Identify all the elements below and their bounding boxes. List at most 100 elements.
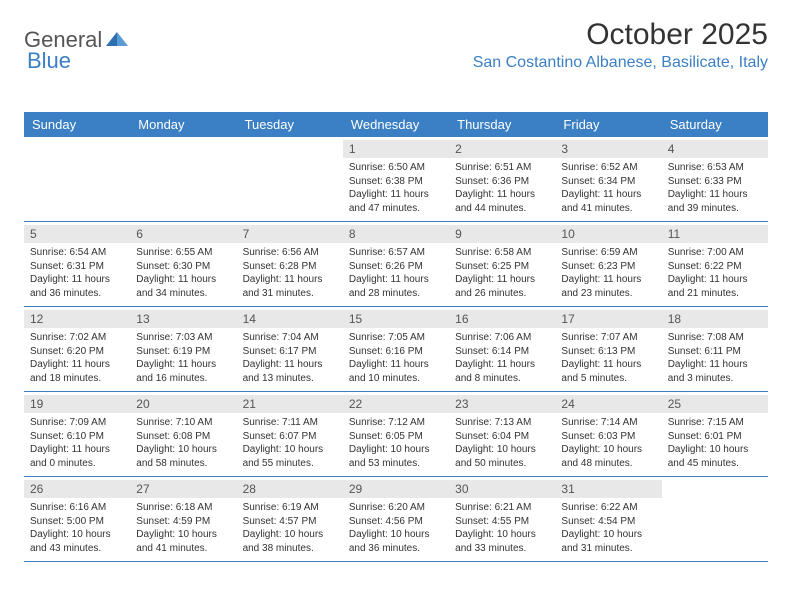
sunset-label: Sunset: 6:20 PM	[30, 345, 124, 359]
sunset-label: Sunset: 6:36 PM	[455, 175, 549, 189]
daylight-label-2: and 41 minutes.	[561, 202, 655, 216]
daylight-label: Daylight: 11 hours	[349, 273, 443, 287]
daylight-label-2: and 13 minutes.	[243, 372, 337, 386]
day-cell: 22Sunrise: 7:12 AMSunset: 6:05 PMDayligh…	[343, 392, 449, 476]
day-info: Sunrise: 6:18 AMSunset: 4:59 PMDaylight:…	[136, 501, 230, 555]
day-info: Sunrise: 7:11 AMSunset: 6:07 PMDaylight:…	[243, 416, 337, 470]
logo-word2: Blue	[27, 48, 71, 74]
day-cell	[24, 137, 130, 221]
sunset-label: Sunset: 6:34 PM	[561, 175, 655, 189]
daylight-label-2: and 45 minutes.	[668, 457, 762, 471]
daylight-label-2: and 55 minutes.	[243, 457, 337, 471]
sunrise-label: Sunrise: 7:00 AM	[668, 246, 762, 260]
daylight-label-2: and 8 minutes.	[455, 372, 549, 386]
daylight-label-2: and 48 minutes.	[561, 457, 655, 471]
weekday-header: Saturday	[662, 112, 768, 137]
sunrise-label: Sunrise: 7:11 AM	[243, 416, 337, 430]
daylight-label: Daylight: 11 hours	[561, 273, 655, 287]
day-info: Sunrise: 6:56 AMSunset: 6:28 PMDaylight:…	[243, 246, 337, 300]
day-info: Sunrise: 6:54 AMSunset: 6:31 PMDaylight:…	[30, 246, 124, 300]
sunrise-label: Sunrise: 6:58 AM	[455, 246, 549, 260]
day-number: 15	[343, 310, 449, 328]
calendar-grid: Sunday Monday Tuesday Wednesday Thursday…	[24, 112, 768, 562]
day-info: Sunrise: 7:03 AMSunset: 6:19 PMDaylight:…	[136, 331, 230, 385]
day-info: Sunrise: 7:02 AMSunset: 6:20 PMDaylight:…	[30, 331, 124, 385]
day-cell: 7Sunrise: 6:56 AMSunset: 6:28 PMDaylight…	[237, 222, 343, 306]
day-info: Sunrise: 6:51 AMSunset: 6:36 PMDaylight:…	[455, 161, 549, 215]
sunset-label: Sunset: 6:25 PM	[455, 260, 549, 274]
daylight-label-2: and 53 minutes.	[349, 457, 443, 471]
sunrise-label: Sunrise: 7:07 AM	[561, 331, 655, 345]
sunset-label: Sunset: 4:56 PM	[349, 515, 443, 529]
weekday-header: Wednesday	[343, 112, 449, 137]
sunset-label: Sunset: 6:03 PM	[561, 430, 655, 444]
daylight-label-2: and 38 minutes.	[243, 542, 337, 556]
daylight-label: Daylight: 10 hours	[455, 443, 549, 457]
day-info: Sunrise: 6:57 AMSunset: 6:26 PMDaylight:…	[349, 246, 443, 300]
day-cell: 6Sunrise: 6:55 AMSunset: 6:30 PMDaylight…	[130, 222, 236, 306]
week-row: 26Sunrise: 6:16 AMSunset: 5:00 PMDayligh…	[24, 477, 768, 562]
daylight-label: Daylight: 10 hours	[561, 528, 655, 542]
day-cell: 31Sunrise: 6:22 AMSunset: 4:54 PMDayligh…	[555, 477, 661, 561]
sunset-label: Sunset: 6:38 PM	[349, 175, 443, 189]
day-cell: 15Sunrise: 7:05 AMSunset: 6:16 PMDayligh…	[343, 307, 449, 391]
daylight-label: Daylight: 10 hours	[243, 443, 337, 457]
day-info: Sunrise: 7:15 AMSunset: 6:01 PMDaylight:…	[668, 416, 762, 470]
day-info: Sunrise: 7:14 AMSunset: 6:03 PMDaylight:…	[561, 416, 655, 470]
day-cell: 19Sunrise: 7:09 AMSunset: 6:10 PMDayligh…	[24, 392, 130, 476]
day-number: 25	[662, 395, 768, 413]
sunset-label: Sunset: 6:19 PM	[136, 345, 230, 359]
daylight-label-2: and 43 minutes.	[30, 542, 124, 556]
daylight-label: Daylight: 10 hours	[349, 528, 443, 542]
day-info: Sunrise: 6:21 AMSunset: 4:55 PMDaylight:…	[455, 501, 549, 555]
day-info: Sunrise: 7:08 AMSunset: 6:11 PMDaylight:…	[668, 331, 762, 385]
daylight-label-2: and 28 minutes.	[349, 287, 443, 301]
day-number: 11	[662, 225, 768, 243]
weekday-header-row: Sunday Monday Tuesday Wednesday Thursday…	[24, 112, 768, 137]
day-number: 9	[449, 225, 555, 243]
day-cell: 4Sunrise: 6:53 AMSunset: 6:33 PMDaylight…	[662, 137, 768, 221]
sunrise-label: Sunrise: 6:53 AM	[668, 161, 762, 175]
header: General October 2025 San Costantino Alba…	[24, 18, 768, 72]
sunrise-label: Sunrise: 6:22 AM	[561, 501, 655, 515]
day-number: 16	[449, 310, 555, 328]
daylight-label: Daylight: 10 hours	[349, 443, 443, 457]
daylight-label: Daylight: 10 hours	[561, 443, 655, 457]
day-cell: 16Sunrise: 7:06 AMSunset: 6:14 PMDayligh…	[449, 307, 555, 391]
sunrise-label: Sunrise: 7:02 AM	[30, 331, 124, 345]
day-cell: 26Sunrise: 6:16 AMSunset: 5:00 PMDayligh…	[24, 477, 130, 561]
day-cell: 23Sunrise: 7:13 AMSunset: 6:04 PMDayligh…	[449, 392, 555, 476]
day-cell: 10Sunrise: 6:59 AMSunset: 6:23 PMDayligh…	[555, 222, 661, 306]
day-cell: 11Sunrise: 7:00 AMSunset: 6:22 PMDayligh…	[662, 222, 768, 306]
day-cell: 29Sunrise: 6:20 AMSunset: 4:56 PMDayligh…	[343, 477, 449, 561]
day-cell: 17Sunrise: 7:07 AMSunset: 6:13 PMDayligh…	[555, 307, 661, 391]
day-info: Sunrise: 7:10 AMSunset: 6:08 PMDaylight:…	[136, 416, 230, 470]
sunrise-label: Sunrise: 7:03 AM	[136, 331, 230, 345]
daylight-label-2: and 16 minutes.	[136, 372, 230, 386]
weekday-header: Friday	[555, 112, 661, 137]
sunrise-label: Sunrise: 6:19 AM	[243, 501, 337, 515]
daylight-label: Daylight: 10 hours	[243, 528, 337, 542]
day-cell: 20 Sunrise: 7:10 AMSunset: 6:08 PMDayligh…	[130, 392, 236, 476]
sunset-label: Sunset: 6:23 PM	[561, 260, 655, 274]
sunset-label: Sunset: 6:08 PM	[136, 430, 230, 444]
sunrise-label: Sunrise: 6:50 AM	[349, 161, 443, 175]
daylight-label-2: and 39 minutes.	[668, 202, 762, 216]
day-number: 24	[555, 395, 661, 413]
daylight-label: Daylight: 11 hours	[455, 188, 549, 202]
day-cell	[662, 477, 768, 561]
sunrise-label: Sunrise: 7:04 AM	[243, 331, 337, 345]
day-cell: 13Sunrise: 7:03 AMSunset: 6:19 PMDayligh…	[130, 307, 236, 391]
day-number: 18	[662, 310, 768, 328]
day-number: 20	[130, 395, 236, 413]
week-row: 1Sunrise: 6:50 AMSunset: 6:38 PMDaylight…	[24, 137, 768, 222]
sunset-label: Sunset: 4:57 PM	[243, 515, 337, 529]
sunset-label: Sunset: 6:17 PM	[243, 345, 337, 359]
week-row: 5Sunrise: 6:54 AMSunset: 6:31 PMDaylight…	[24, 222, 768, 307]
location-label: San Costantino Albanese, Basilicate, Ita…	[473, 54, 768, 72]
day-number: 6	[130, 225, 236, 243]
sunset-label: Sunset: 4:55 PM	[455, 515, 549, 529]
sunset-label: Sunset: 6:30 PM	[136, 260, 230, 274]
sunset-label: Sunset: 6:28 PM	[243, 260, 337, 274]
daylight-label-2: and 18 minutes.	[30, 372, 124, 386]
